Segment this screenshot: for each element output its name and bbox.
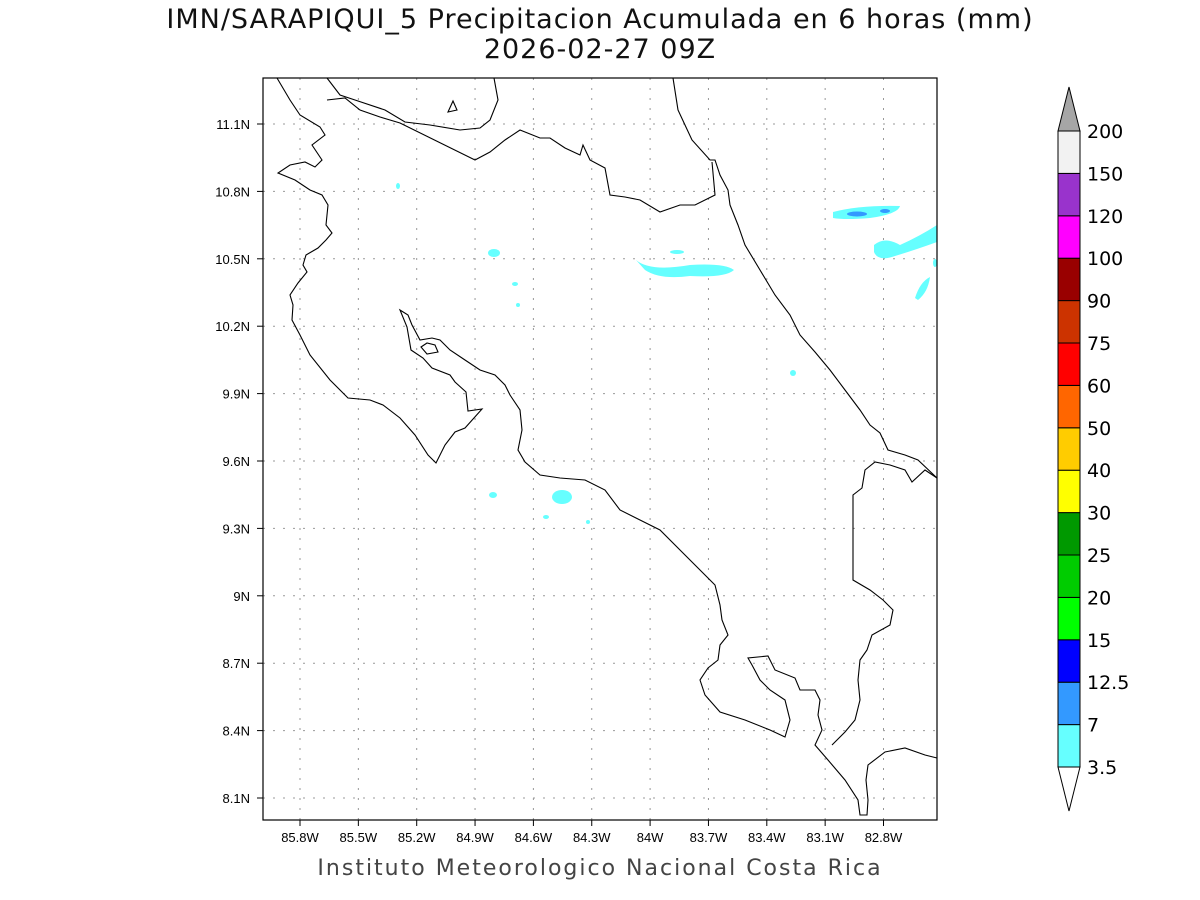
colorbar-label: 100 <box>1087 248 1123 270</box>
lon-tick-label: 85.2W <box>398 830 436 845</box>
rain-area <box>790 370 796 376</box>
rain-area <box>543 515 549 519</box>
lat-tick-label: 9N <box>233 589 250 604</box>
colorbar-swatch <box>1057 639 1081 683</box>
colorbar-label: 25 <box>1087 545 1111 567</box>
colorbar-swatch <box>1057 554 1081 598</box>
rain-area <box>636 260 734 278</box>
lon-tick-label: 83.1W <box>806 830 844 845</box>
colorbar-swatch <box>1057 215 1081 259</box>
map-frame <box>262 77 938 821</box>
coastlines <box>276 77 938 816</box>
rain-area <box>396 183 400 189</box>
grid-lines <box>263 78 937 820</box>
rain-area <box>489 492 497 498</box>
colorbar-label: 60 <box>1087 375 1111 397</box>
rain-area <box>874 225 937 259</box>
colorbar-swatch <box>1057 172 1081 217</box>
rain-area <box>933 259 937 267</box>
lon-tick-label: 83.7W <box>690 830 728 845</box>
colorbar-swatch <box>1057 427 1081 471</box>
colorbar: 3.5 7 12.5 15 20 25 30 40 50 60 75 90 100 120 150 200 <box>1057 86 1129 812</box>
rain-area <box>552 490 572 504</box>
lat-tick-label: 9.3N <box>223 521 250 536</box>
rain-area <box>586 520 590 524</box>
colorbar-label: 12.5 <box>1087 672 1129 694</box>
colorbar-swatch <box>1057 130 1081 174</box>
colorbar-label: 75 <box>1087 333 1111 355</box>
colorbar-under-arrow <box>1057 766 1081 812</box>
rain-area <box>512 282 518 286</box>
map-datetime: 2026-02-27 09Z <box>483 34 717 65</box>
colorbar-label: 3.5 <box>1087 757 1117 779</box>
lat-tick-label: 8.7N <box>223 656 250 671</box>
colorbar-label: 40 <box>1087 460 1111 482</box>
lat-tick-label: 8.4N <box>223 724 250 739</box>
rain-area <box>516 303 520 307</box>
lat-tick-label: 10.2N <box>215 319 250 334</box>
lon-tick-label: 85.8W <box>281 830 319 845</box>
colorbar-label: 30 <box>1087 503 1111 525</box>
lat-tick-label: 9.6N <box>223 454 250 469</box>
rain-area <box>488 249 500 257</box>
colorbar-swatch <box>1057 342 1081 386</box>
rain-area <box>670 250 684 254</box>
colorbar-label: 50 <box>1087 418 1111 440</box>
map-title: IMN/SARAPIQUI_5 Precipitacion Acumulada … <box>166 4 1034 35</box>
lat-tick-label: 8.1N <box>223 791 250 806</box>
lake-nicaragua-shore <box>326 77 499 131</box>
island <box>447 99 458 113</box>
colorbar-swatch <box>1057 596 1081 641</box>
colorbar-label: 20 <box>1087 587 1111 609</box>
lat-tick-label: 11.1N <box>216 117 250 132</box>
colorbar-swatch <box>1057 512 1081 556</box>
lon-tick-label: 84W <box>637 830 664 845</box>
colorbar-swatch <box>1057 724 1081 768</box>
panama-border <box>831 461 938 746</box>
rain-area <box>915 277 930 300</box>
pacific-coastline <box>276 77 938 816</box>
colorbar-over-arrow <box>1057 86 1081 132</box>
rain-area <box>847 211 867 217</box>
colorbar-label: 150 <box>1087 163 1123 185</box>
lon-tick-label: 82.8W <box>865 830 903 845</box>
lat-tick-label: 9.9N <box>223 387 250 402</box>
lon-tick-label: 84.9W <box>456 830 494 845</box>
caribbean-coastline <box>672 77 938 479</box>
rain-area <box>833 205 900 219</box>
footer-credit: Instituto Meteorologico Nacional Costa R… <box>317 856 883 881</box>
lon-tick-label: 85.5W <box>340 830 378 845</box>
colorbar-label: 7 <box>1087 715 1099 737</box>
colorbar-label: 90 <box>1087 291 1111 313</box>
colorbar-label: 120 <box>1087 206 1123 228</box>
northern-border <box>326 97 716 213</box>
rain-area <box>880 209 890 213</box>
island <box>420 342 439 355</box>
lon-tick-label: 84.6W <box>515 830 553 845</box>
lon-tick-label: 83.4W <box>748 830 786 845</box>
lon-tick-label: 84.3W <box>573 830 611 845</box>
colorbar-label: 15 <box>1087 630 1111 652</box>
colorbar-swatch <box>1057 300 1081 344</box>
colorbar-swatch <box>1057 257 1081 302</box>
lat-tick-label: 10.8N <box>215 184 250 199</box>
colorbar-label: 200 <box>1087 121 1123 143</box>
axis-ticks: 85.8W 85.5W 85.2W 84.9W 84.6W 84.3W 84W 83.7W 83… <box>215 117 903 845</box>
precipitation-areas <box>396 183 937 524</box>
colorbar-swatch <box>1057 384 1081 429</box>
colorbar-swatch <box>1057 469 1081 514</box>
lat-tick-label: 10.5N <box>215 252 250 267</box>
colorbar-swatch <box>1057 681 1081 726</box>
